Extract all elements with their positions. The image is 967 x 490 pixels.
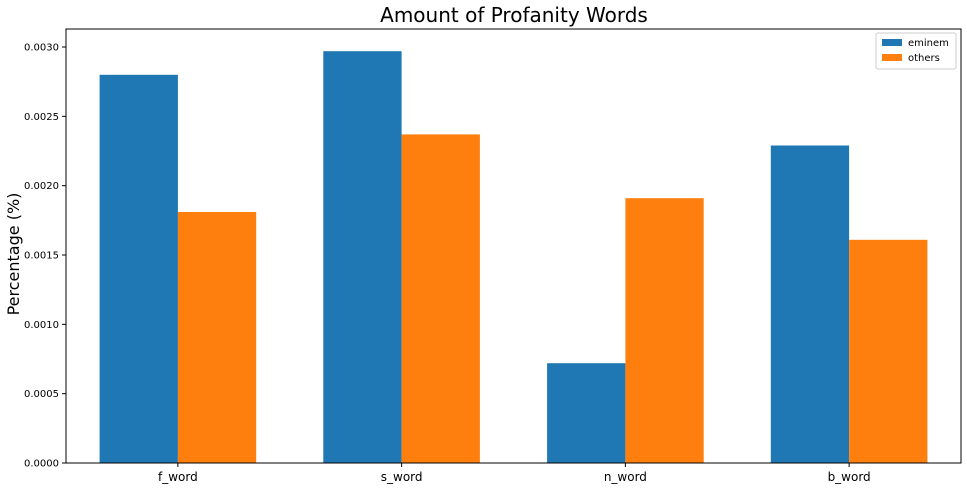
bar-eminem-n_word	[547, 363, 626, 463]
bar-eminem-s_word	[323, 51, 402, 463]
bar-others-s_word	[401, 134, 480, 463]
y-axis-label: Percentage (%)	[4, 193, 23, 316]
y-tick-label: 0.0015	[24, 251, 59, 262]
y-axis: 0.0000 0.0005 0.0010 0.0015 0.0020 0.0025 0.00…	[24, 43, 66, 470]
bar-eminem-b_word	[770, 145, 850, 463]
x-tick-label-f_word: f_word	[158, 470, 198, 484]
y-tick-label: 0.0000	[24, 459, 59, 470]
y-tick-label: 0.0005	[24, 389, 59, 400]
chart-title: Amount of Profanity Words	[380, 3, 648, 27]
bars-group	[99, 51, 928, 464]
bar-eminem-f_word	[99, 74, 178, 464]
bar-others-n_word	[625, 198, 704, 463]
x-tick-label-n_word: n_word	[604, 470, 647, 484]
y-tick-label: 0.0020	[24, 181, 59, 192]
legend-swatch-eminem	[882, 39, 902, 46]
y-tick-label: 0.0025	[24, 112, 59, 123]
bar-others-b_word	[849, 239, 928, 463]
legend: eminem others	[875, 32, 957, 70]
y-tick-label: 0.0010	[24, 320, 59, 331]
legend-label-eminem: eminem	[908, 38, 949, 49]
y-tick-label: 0.0030	[24, 43, 59, 54]
legend-label-others: others	[908, 53, 940, 64]
x-axis: f_word s_word n_word b_word	[158, 463, 871, 484]
x-tick-label-b_word: b_word	[828, 470, 871, 484]
x-tick-label-s_word: s_word	[381, 470, 423, 484]
bar-others-f_word	[177, 212, 257, 463]
plot-frame	[65, 28, 962, 464]
legend-swatch-others	[882, 54, 902, 61]
